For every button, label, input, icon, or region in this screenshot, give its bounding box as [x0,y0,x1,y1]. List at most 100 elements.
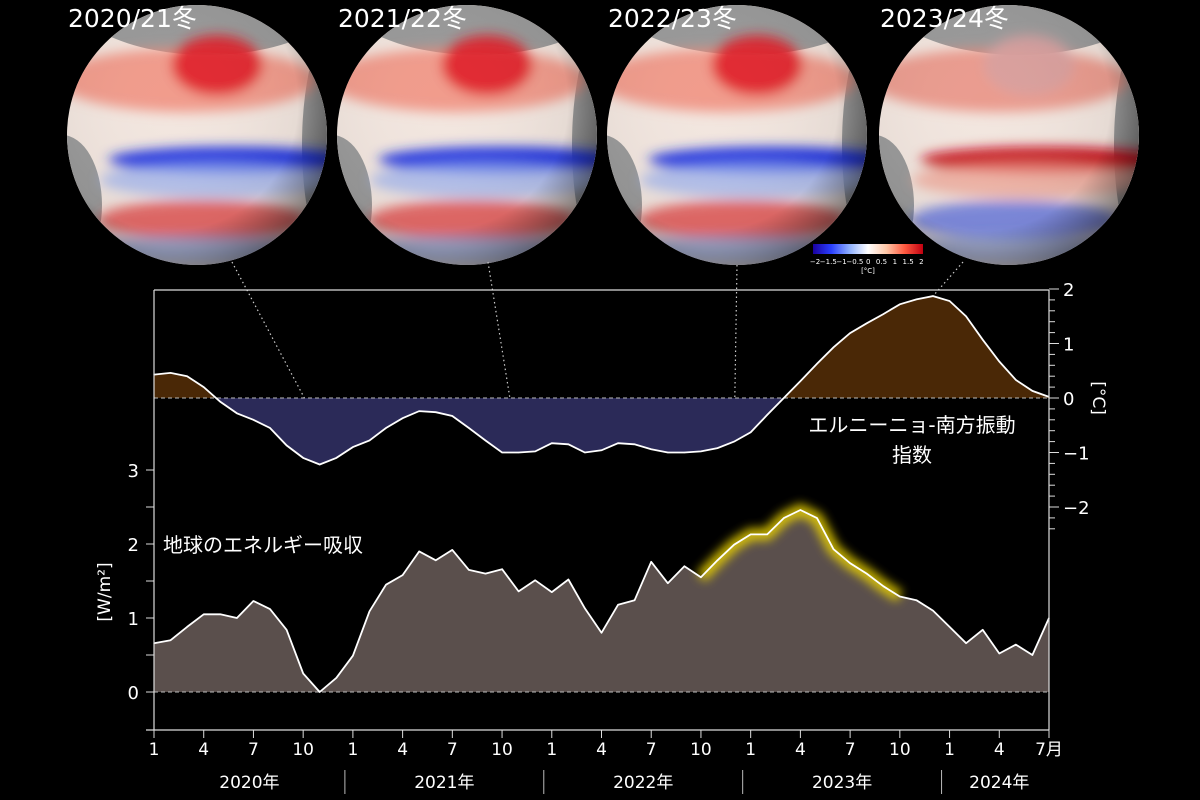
connector-line [932,261,964,297]
left-axis-tick-label: 0 [128,683,139,704]
x-axis-tick-label: 7 [447,740,458,760]
energy-point [567,578,569,581]
energy-point [932,610,934,612]
oni-negative-area [154,398,1049,465]
energy-point [335,677,337,679]
left-axis-tick-label: 2 [128,535,139,556]
energy-point [402,574,404,576]
oni-point [385,427,387,429]
energy-series-label: 地球のエネルギー吸収 [163,533,363,557]
energy-point [551,591,553,593]
energy-point [866,573,868,575]
colorbar-tick-label: 2 [919,258,923,266]
x-axis-tick-label: 7 [646,740,657,760]
oni-point [169,372,172,374]
energy-point [915,599,918,601]
energy-point [899,595,901,598]
energy-point [849,562,851,564]
energy-point [783,517,785,519]
x-axis-tick-label: 10 [491,740,513,760]
oni-point [766,414,768,416]
energy-point [518,590,520,592]
energy-point [418,550,420,553]
colorbar-tick-label: −1.5 [820,258,837,266]
oni-point [451,415,453,417]
energy-point [650,561,652,563]
energy-point [799,509,801,511]
energy-point [269,608,271,610]
x-axis-tick-label: 7月 [1035,740,1063,760]
left-axis-unit: [W/m²] [95,562,115,621]
oni-point [600,449,603,451]
year-label: 2023年 [812,773,872,793]
oni-point [965,315,967,317]
energy-point [451,549,453,551]
energy-point [319,691,321,693]
oni-point [1031,390,1034,392]
globe-2: 2021/22冬 [337,4,597,265]
oni-point [468,427,470,429]
energy-point [186,626,188,628]
energy-point [750,533,752,535]
year-label: 2022年 [613,773,673,793]
oni-point [932,295,934,297]
globe-1: 2020/21冬 [67,4,327,265]
x-axis-tick-label: 7 [845,740,856,760]
energy-point [368,610,371,612]
oni-point [319,463,321,466]
colorbar-unit: [°C] [861,267,875,275]
right-axis-tick-label: 1 [1063,335,1074,356]
x-axis-tick-label: 4 [198,740,209,760]
energy-point [468,569,470,571]
energy-point [203,613,205,615]
energy-point [617,604,619,606]
energy-area [154,510,1049,692]
energy-point [1031,654,1034,656]
x-axis-tick-label: 1 [944,740,955,760]
colorbar-tick-label: 0.5 [876,258,887,266]
oni-positive-area [154,296,1049,398]
energy-point [435,559,437,561]
energy-point [667,582,669,584]
oni-point [252,419,255,421]
x-axis-tick-label: 1 [546,740,557,760]
x-axis-tick-label: 4 [994,740,1005,760]
x-axis-tick-label: 4 [397,740,408,760]
energy-point [982,629,984,631]
colorbar-tick-label: 1.5 [903,258,914,266]
oni-point [203,386,205,388]
oni-point [948,300,951,302]
year-label: 2024年 [969,773,1029,793]
oni-point [1015,379,1017,381]
right-axis-unit: [°C] [1088,381,1108,415]
oni-point [501,451,503,454]
oni-point [484,439,487,442]
x-axis-tick-label: 10 [690,740,712,760]
energy-point [584,607,586,609]
oni-point [534,450,536,453]
oni-point [285,444,288,447]
oni-point [683,451,685,454]
energy-point [683,565,685,567]
energy-point [1015,644,1017,646]
oni-point [650,448,652,450]
energy-point [169,639,172,641]
oni-point [617,442,619,444]
oni-point [236,412,238,414]
energy-point [252,600,255,602]
energy-point [236,617,238,619]
oni-point [302,457,304,459]
x-axis-tick-label: 1 [347,740,358,760]
globe-label: 2023/24冬 [880,4,1009,33]
oni-series-label-line2: 指数 [892,443,932,467]
energy-point [534,579,536,581]
oni-point [783,397,785,399]
oni-point [832,346,835,348]
oni-point [866,322,868,324]
x-axis-tick-label: 7 [248,740,259,760]
oni-point [567,443,569,445]
oni-point [899,303,901,305]
x-axis-tick-label: 10 [292,740,314,760]
connector-line [487,261,520,453]
